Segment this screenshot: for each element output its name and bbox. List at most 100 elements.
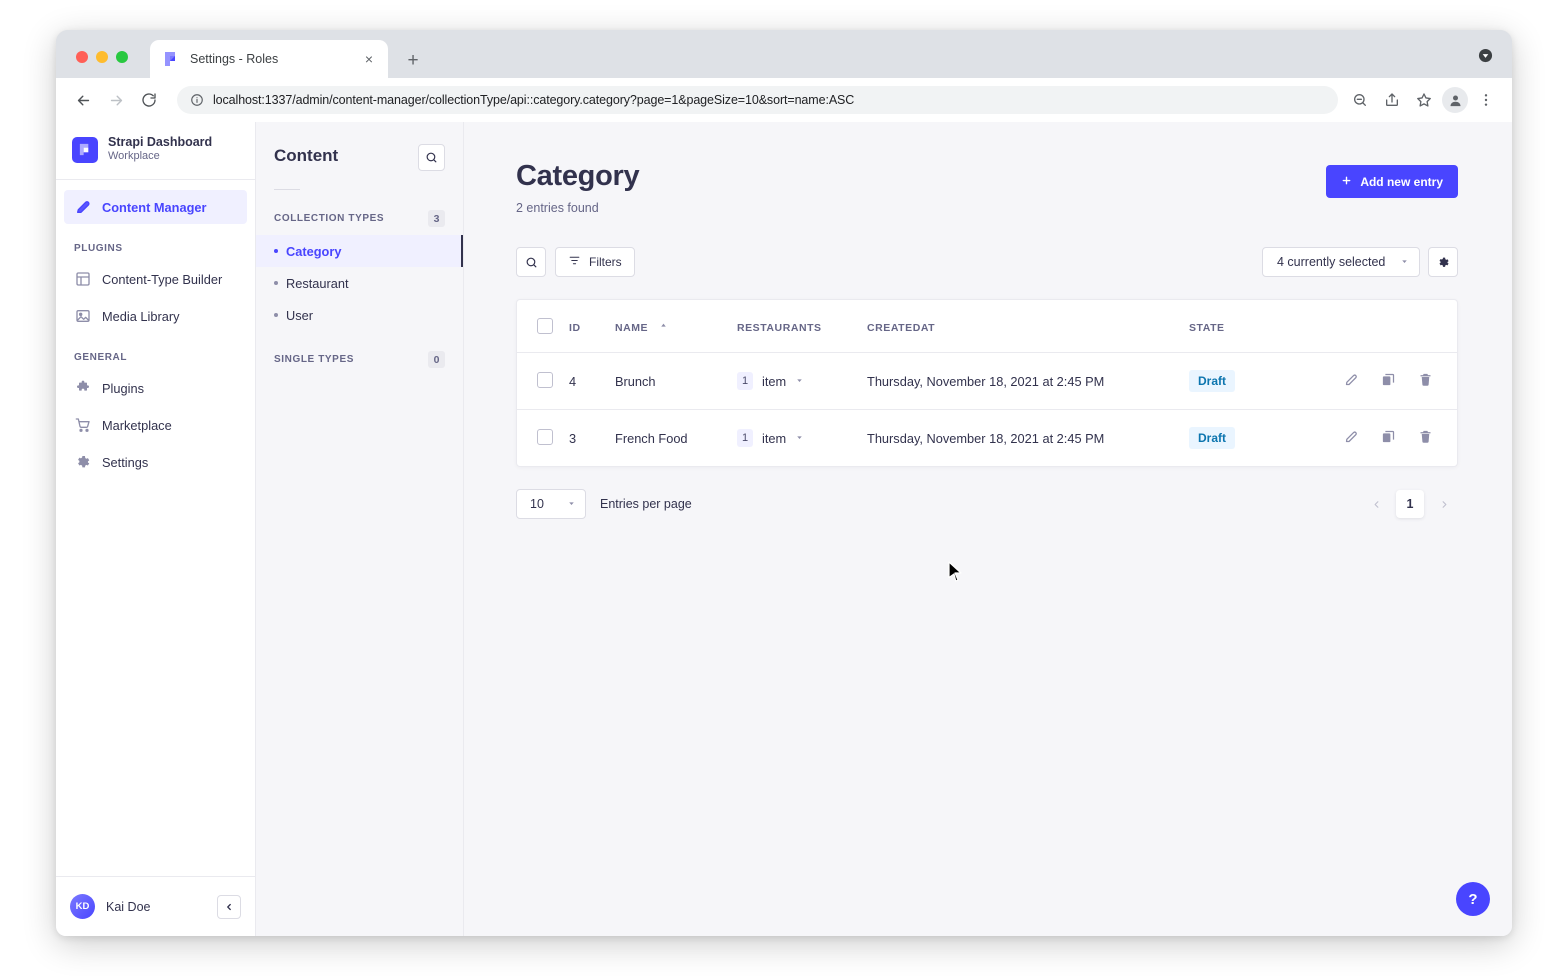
column-header-name[interactable]: NAME [615,300,737,353]
content-type-label: User [286,307,314,323]
duplicate-copy-icon[interactable] [1381,429,1396,447]
browser-tab[interactable]: Settings - Roles × [150,40,388,78]
entries-per-page-label: Entries per page [600,497,692,511]
table-row[interactable]: 4 Brunch 1 item [517,352,1457,410]
cell-name: Brunch [615,352,737,410]
reload-icon[interactable] [134,85,164,115]
brand-header[interactable]: Strapi Dashboard Workplace [56,122,255,180]
sidebar-item-marketplace[interactable]: Marketplace [64,408,247,442]
chevron-down-icon [567,499,576,510]
cell-id: 4 [569,352,615,410]
column-header-id[interactable]: ID [569,300,615,353]
close-icon[interactable]: × [364,51,374,67]
page-number-1[interactable]: 1 [1396,490,1424,518]
pencil-edit-icon[interactable] [1344,429,1359,447]
entries-table: ID NAME RESTAURANTS CREATEDAT STATE [517,300,1457,466]
entries-per-page-select[interactable]: 10 [516,489,586,519]
add-new-entry-button[interactable]: Add new entry [1326,165,1458,198]
single-types-count: 0 [428,351,445,368]
bullet-icon [274,281,278,285]
sidebar-item-label: Content Manager [102,199,207,215]
pen-write-icon [74,199,91,216]
collection-types-label: COLLECTION TYPES [274,213,385,224]
content-type-label: Restaurant [286,275,349,291]
duplicate-copy-icon[interactable] [1381,372,1396,390]
new-tab-button[interactable]: + [407,49,419,71]
select-all-header [517,300,569,353]
profile-avatar-icon[interactable] [1442,87,1468,113]
site-info-icon[interactable] [189,93,204,108]
chevron-left-icon[interactable] [217,894,241,919]
browser-omnibar: localhost:1337/admin/content-manager/col… [56,78,1512,122]
search-icon[interactable] [418,144,445,171]
prev-page-button[interactable] [1362,490,1390,518]
help-button[interactable]: ? [1456,882,1490,916]
search-icon[interactable] [516,247,546,277]
entries-per-page-value: 10 [530,497,544,511]
sort-asc-arrow-icon[interactable] [659,323,668,332]
content-type-item-category[interactable]: Category [256,235,463,267]
kebab-menu-icon[interactable] [1472,86,1500,114]
content-type-item-user[interactable]: User [256,299,463,331]
chevron-down-icon[interactable] [795,433,804,444]
cell-id: 3 [569,430,577,446]
collection-types-header: COLLECTION TYPES 3 [256,190,463,235]
table-body: 4 Brunch 1 item [517,352,1457,467]
forward-icon[interactable] [101,85,131,115]
content-type-item-restaurant[interactable]: Restaurant [256,267,463,299]
collection-types-count: 3 [428,210,445,227]
row-checkbox[interactable] [537,371,553,388]
content-type-label: Category [286,243,342,259]
sidebar-item-content-manager[interactable]: Content Manager [64,190,247,224]
panel-divider [274,189,300,190]
sidebar-item-media-library[interactable]: Media Library [64,299,247,333]
bookmark-star-icon[interactable] [1410,86,1438,114]
maximize-window-button[interactable] [116,51,128,63]
field-select-dropdown[interactable]: 4 currently selected [1262,247,1420,277]
browser-window: Settings - Roles × + localhost:1337/admi… [56,30,1512,936]
cell-actions [1305,410,1457,467]
next-page-button[interactable] [1430,490,1458,518]
add-new-entry-label: Add new entry [1360,174,1443,189]
image-photo-icon [74,308,91,325]
minimize-window-button[interactable] [96,51,108,63]
cell-createdat: Thursday, November 18, 2021 at 2:45 PM [867,430,1105,446]
download-circle-icon[interactable] [1476,46,1494,64]
table-settings-gear-icon[interactable] [1428,247,1458,277]
tab-title: Settings - Roles [190,52,279,66]
trash-delete-icon[interactable] [1418,429,1433,447]
url-text: localhost:1337/admin/content-manager/col… [213,93,855,107]
restaurants-count-chip: 1 [737,429,753,447]
column-header-restaurants[interactable]: RESTAURANTS [737,300,867,353]
single-types-label: SINGLE TYPES [274,354,354,365]
filters-button[interactable]: Filters [555,247,635,277]
sidebar-item-settings[interactable]: Settings [64,445,247,479]
entries-count: 2 entries found [516,201,599,215]
pencil-edit-icon[interactable] [1344,372,1359,390]
cell-state: Draft [1189,410,1305,467]
sidebar-user-bar[interactable]: KD Kai Doe [56,876,255,936]
bullet-icon [274,249,278,253]
content-types-panel: Content COLLECTION TYPES 3 Category Rest… [256,122,464,936]
layout-grid-icon [74,271,91,288]
select-all-checkbox[interactable] [537,318,553,334]
trash-delete-icon[interactable] [1418,372,1433,390]
chevron-down-icon[interactable] [795,376,804,387]
column-header-createdat[interactable]: CREATEDAT [867,300,1189,353]
url-bar[interactable]: localhost:1337/admin/content-manager/col… [177,86,1338,114]
back-icon[interactable] [68,85,98,115]
zoom-out-icon[interactable] [1346,86,1374,114]
main-content: Category 2 entries found Add new entry [464,122,1512,936]
sidebar-item-plugins[interactable]: Plugins [64,371,247,405]
share-icon[interactable] [1378,86,1406,114]
sidebar-item-content-type-builder[interactable]: Content-Type Builder [64,262,247,296]
bullet-icon [274,313,278,317]
sidebar-item-label: Marketplace [102,417,172,433]
row-checkbox[interactable] [537,428,553,445]
strapi-logo-icon [72,136,98,163]
browser-tabstrip: Settings - Roles × + [56,30,1512,78]
restaurants-count-chip: 1 [737,372,753,390]
column-header-state[interactable]: STATE [1189,300,1305,353]
close-window-button[interactable] [76,51,88,63]
table-row[interactable]: 3 French Food 1 item [517,410,1457,467]
